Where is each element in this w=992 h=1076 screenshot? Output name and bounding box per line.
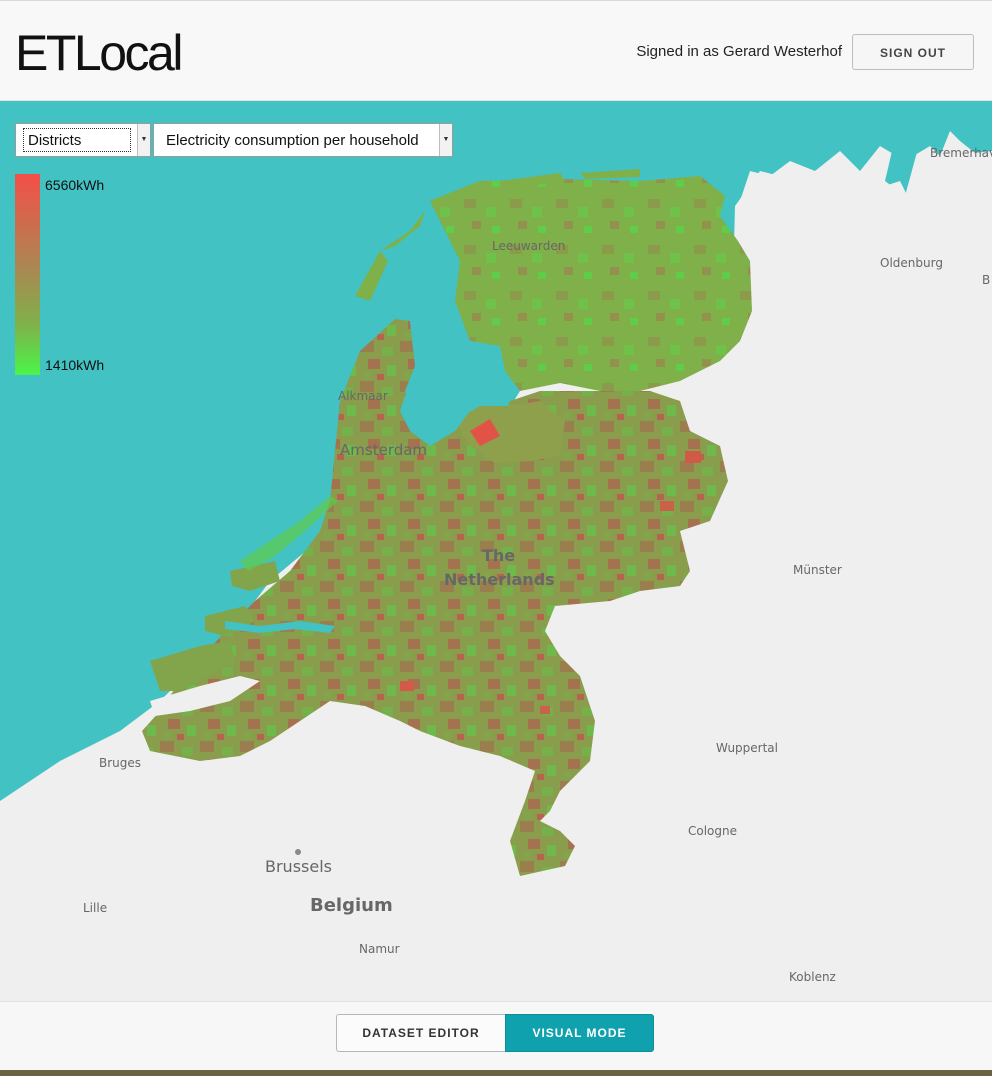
label-wuppertal: Wuppertal bbox=[716, 741, 778, 755]
area-type-select[interactable]: Districts ▼ bbox=[15, 123, 151, 157]
chevron-down-icon: ▼ bbox=[137, 124, 150, 156]
hotspot-1 bbox=[400, 681, 414, 691]
dataset-editor-button[interactable]: DATASET EDITOR bbox=[336, 1014, 505, 1052]
area-type-value: Districts bbox=[28, 132, 82, 149]
select-focus-ring bbox=[23, 128, 131, 152]
hotspot-2 bbox=[660, 501, 674, 511]
app-logo: ETLocal bbox=[15, 25, 183, 81]
flevoland bbox=[455, 401, 565, 463]
estuary-cut bbox=[150, 676, 260, 716]
weser-estuary bbox=[885, 101, 920, 196]
visual-mode-button[interactable]: VISUAL MODE bbox=[505, 1014, 654, 1052]
coast-highlight bbox=[240, 496, 338, 571]
label-koblenz: Koblenz bbox=[789, 970, 836, 984]
label-b-edge: B bbox=[982, 273, 990, 287]
app-header: ETLocal Signed in as Gerard Westerhof SI… bbox=[0, 0, 992, 101]
metric-select[interactable]: Electricity consumption per household ▼ bbox=[153, 123, 453, 157]
nl-north bbox=[430, 176, 752, 391]
hotspot-4 bbox=[540, 706, 550, 714]
label-namur: Namur bbox=[359, 942, 400, 956]
map-view[interactable]: Bremerhav Oldenburg B Leeuwarden Alkmaar… bbox=[0, 101, 992, 1001]
map-canvas[interactable]: Bremerhav Oldenburg B Leeuwarden Alkmaar… bbox=[0, 101, 992, 1001]
markermeer bbox=[400, 386, 470, 446]
legend-gradient bbox=[15, 174, 40, 375]
label-munster: Münster bbox=[793, 563, 842, 577]
label-cologne: Cologne bbox=[688, 824, 737, 838]
brussels-dot bbox=[295, 849, 301, 855]
label-belgium: Belgium bbox=[310, 895, 393, 916]
label-oldenburg: Oldenburg bbox=[880, 256, 943, 270]
label-amsterdam: Amsterdam bbox=[340, 441, 427, 459]
label-leeuwarden: Leeuwarden bbox=[492, 239, 565, 253]
label-alkmaar: Alkmaar bbox=[338, 389, 388, 403]
metric-value: Electricity consumption per household bbox=[166, 132, 419, 149]
chevron-down-icon: ▼ bbox=[439, 124, 452, 156]
label-lille: Lille bbox=[83, 901, 107, 915]
bottom-strip bbox=[0, 1070, 992, 1076]
hotspot-3 bbox=[685, 451, 701, 463]
legend-max-label: 6560kWh bbox=[45, 177, 105, 193]
label-bruges: Bruges bbox=[99, 756, 141, 770]
mode-footer: DATASET EDITOR VISUAL MODE bbox=[0, 1001, 992, 1071]
rhine-water bbox=[225, 621, 335, 633]
label-country-line1: The bbox=[482, 546, 515, 565]
nl-main bbox=[142, 319, 728, 876]
legend-min-label: 1410kWh bbox=[45, 357, 105, 373]
label-bremerhaven: Bremerhav bbox=[930, 146, 992, 160]
label-brussels: Brussels bbox=[265, 857, 332, 876]
signed-in-text: Signed in as Gerard Westerhof bbox=[636, 43, 842, 60]
sign-out-button[interactable]: SIGN OUT bbox=[852, 34, 974, 70]
zeeland-islands bbox=[150, 561, 280, 691]
east-frisia-land bbox=[730, 171, 992, 431]
sea bbox=[0, 101, 992, 801]
almere-hotspot bbox=[470, 419, 500, 446]
label-country-line2: Netherlands bbox=[444, 570, 555, 589]
